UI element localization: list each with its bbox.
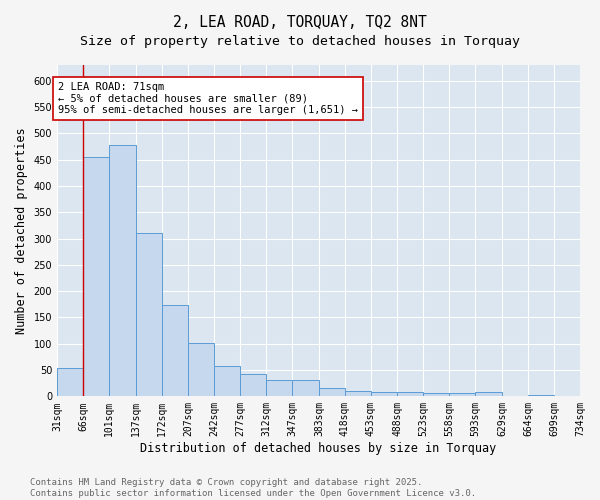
Bar <box>214 366 240 396</box>
Bar <box>449 393 475 396</box>
Bar <box>345 390 371 396</box>
Text: Size of property relative to detached houses in Torquay: Size of property relative to detached ho… <box>80 35 520 48</box>
Text: 2 LEA ROAD: 71sqm
← 5% of detached houses are smaller (89)
95% of semi-detached : 2 LEA ROAD: 71sqm ← 5% of detached house… <box>58 82 358 115</box>
Bar <box>397 392 423 396</box>
Bar <box>83 156 109 396</box>
Text: 2, LEA ROAD, TORQUAY, TQ2 8NT: 2, LEA ROAD, TORQUAY, TQ2 8NT <box>173 15 427 30</box>
Bar <box>475 392 502 396</box>
Bar <box>162 305 188 396</box>
Bar <box>136 233 162 396</box>
Bar <box>188 343 214 396</box>
Text: Contains HM Land Registry data © Crown copyright and database right 2025.
Contai: Contains HM Land Registry data © Crown c… <box>30 478 476 498</box>
Bar <box>109 146 136 396</box>
Bar <box>371 392 397 396</box>
Bar <box>57 368 83 396</box>
Y-axis label: Number of detached properties: Number of detached properties <box>15 128 28 334</box>
Bar <box>292 380 319 396</box>
Bar <box>423 393 449 396</box>
Bar <box>319 388 345 396</box>
X-axis label: Distribution of detached houses by size in Torquay: Distribution of detached houses by size … <box>140 442 497 455</box>
Bar <box>266 380 292 396</box>
Bar <box>240 374 266 396</box>
